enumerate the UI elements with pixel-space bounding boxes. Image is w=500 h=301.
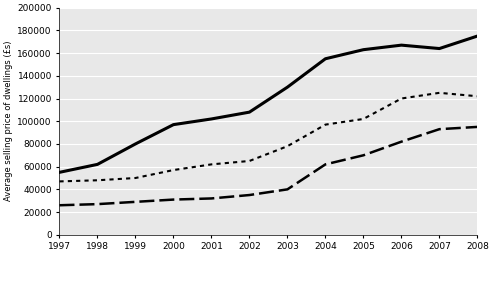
Liverpool (local authority average) (246, 159, 252, 163)
Liverpool (local authority average) (436, 91, 442, 95)
Liverpool inner urban areas (L4-L8) (284, 188, 290, 191)
Liverpool inner urban areas (L4-L8) (132, 200, 138, 204)
Liverpool inner urban areas (L4-L8) (56, 203, 62, 207)
Liverpool city centre (L1-L3) (284, 85, 290, 89)
Liverpool (local authority average) (94, 178, 100, 182)
Liverpool (local authority average) (170, 168, 176, 172)
Liverpool city centre (L1-L3) (474, 34, 480, 38)
Liverpool (local authority average) (56, 180, 62, 183)
Liverpool city centre (L1-L3) (170, 123, 176, 126)
Liverpool city centre (L1-L3) (322, 57, 328, 61)
Liverpool inner urban areas (L4-L8) (94, 202, 100, 206)
Liverpool inner urban areas (L4-L8) (474, 125, 480, 129)
Liverpool inner urban areas (L4-L8) (322, 163, 328, 166)
Liverpool inner urban areas (L4-L8) (208, 197, 214, 200)
Liverpool inner urban areas (L4-L8) (360, 154, 366, 157)
Line: Liverpool city centre (L1-L3): Liverpool city centre (L1-L3) (60, 36, 478, 172)
Liverpool (local authority average) (360, 117, 366, 121)
Liverpool (local authority average) (208, 163, 214, 166)
Liverpool (local authority average) (398, 97, 404, 100)
Liverpool city centre (L1-L3) (94, 163, 100, 166)
Liverpool (local authority average) (132, 176, 138, 180)
Liverpool (local authority average) (284, 144, 290, 148)
Liverpool city centre (L1-L3) (208, 117, 214, 121)
Liverpool city centre (L1-L3) (398, 43, 404, 47)
Liverpool inner urban areas (L4-L8) (436, 127, 442, 131)
Liverpool city centre (L1-L3) (436, 47, 442, 50)
Liverpool city centre (L1-L3) (246, 110, 252, 114)
Liverpool inner urban areas (L4-L8) (246, 193, 252, 197)
Line: Liverpool inner urban areas (L4-L8): Liverpool inner urban areas (L4-L8) (60, 127, 478, 205)
Liverpool inner urban areas (L4-L8) (170, 198, 176, 201)
Liverpool city centre (L1-L3) (56, 171, 62, 174)
Liverpool city centre (L1-L3) (132, 142, 138, 146)
Y-axis label: Average selling price of dwellings (£s): Average selling price of dwellings (£s) (4, 41, 13, 201)
Liverpool inner urban areas (L4-L8) (398, 140, 404, 144)
Liverpool (local authority average) (322, 123, 328, 126)
Liverpool city centre (L1-L3) (360, 48, 366, 51)
Liverpool (local authority average) (474, 95, 480, 98)
Line: Liverpool (local authority average): Liverpool (local authority average) (60, 93, 478, 182)
